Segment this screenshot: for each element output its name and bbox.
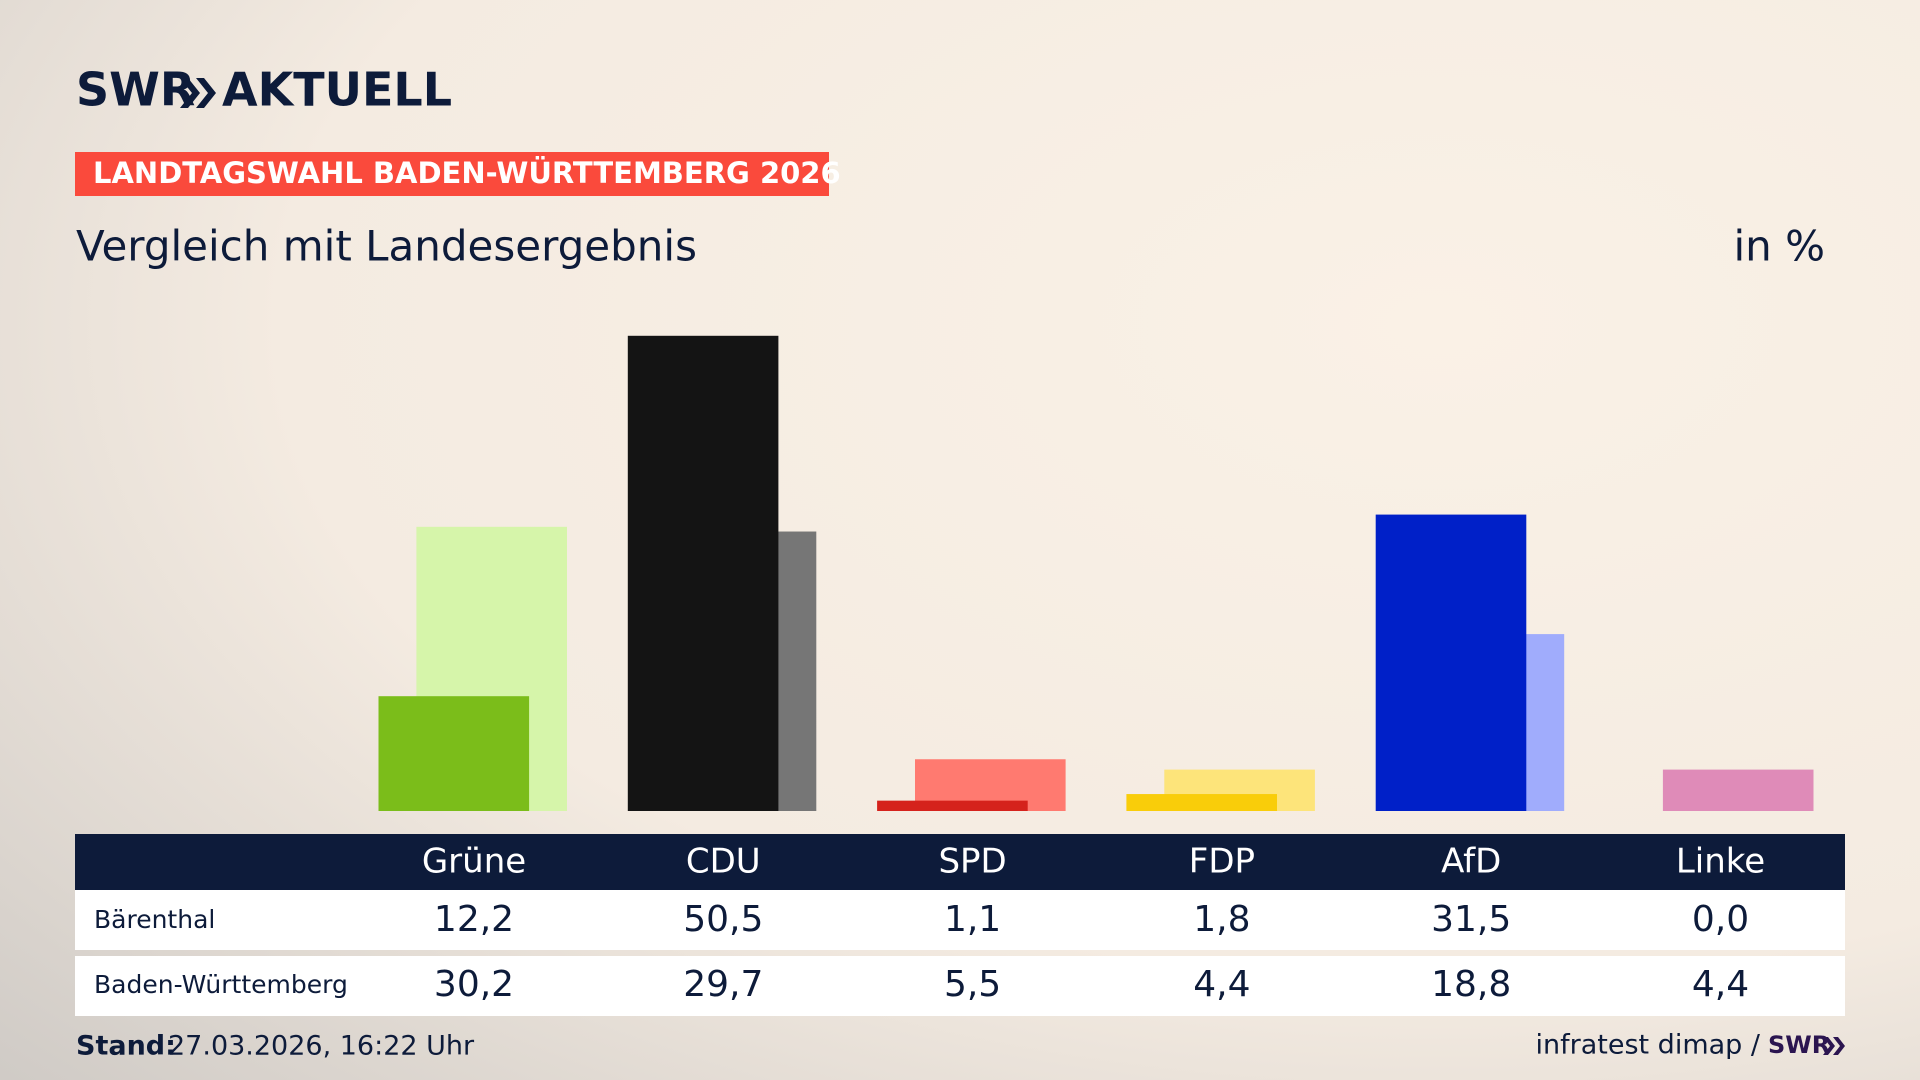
banner: LANDTAGSWAHL BADEN-WÜRTTEMBERG 2026 [93, 156, 841, 190]
category-label: Grüne [422, 842, 526, 882]
chart-title: Vergleich mit Landesergebnis [76, 222, 697, 271]
logo-suffix: AKTUELL [222, 63, 452, 117]
category-label: Linke [1676, 842, 1765, 882]
row-label: Bärenthal [94, 905, 215, 934]
bar [1126, 794, 1277, 811]
table-row [75, 956, 1845, 1016]
category-label: SPD [938, 842, 1006, 882]
category-label: FDP [1189, 842, 1255, 882]
value-label: 4,4 [1692, 964, 1749, 1005]
table-row [75, 890, 1845, 950]
bar [627, 335, 779, 811]
logo: SWR [76, 63, 195, 117]
value-label: 50,5 [683, 899, 763, 940]
unit: in % [1733, 222, 1825, 271]
stand: 27.03.2026, 16:22 Uhr [168, 1031, 475, 1062]
bar [378, 696, 530, 811]
row-label: Baden-Württemberg [94, 970, 348, 999]
value-label: 0,0 [1692, 899, 1749, 940]
bar [877, 800, 1028, 811]
value-label: 1,8 [1193, 899, 1250, 940]
stand-label: Stand: [76, 1031, 176, 1062]
category-label: CDU [686, 842, 761, 882]
source-logo: SWR [1768, 1031, 1830, 1059]
value-label: 31,5 [1431, 899, 1511, 940]
bar [1375, 514, 1527, 811]
value-label: 29,7 [683, 964, 763, 1005]
bar [1662, 769, 1814, 811]
source: infratest dimap / [1535, 1030, 1760, 1061]
value-label: 12,2 [434, 899, 514, 940]
logo-chevrons [180, 78, 216, 108]
banner-bg [75, 152, 829, 196]
value-label: 18,8 [1431, 964, 1511, 1005]
table-header [75, 834, 1845, 890]
value-label: 1,1 [944, 899, 1001, 940]
value-label: 4,4 [1193, 964, 1250, 1005]
source-logo-chevrons [1823, 1037, 1845, 1055]
value-label: 5,5 [944, 964, 1001, 1005]
value-label: 30,2 [434, 964, 514, 1005]
category-label: AfD [1441, 842, 1501, 882]
